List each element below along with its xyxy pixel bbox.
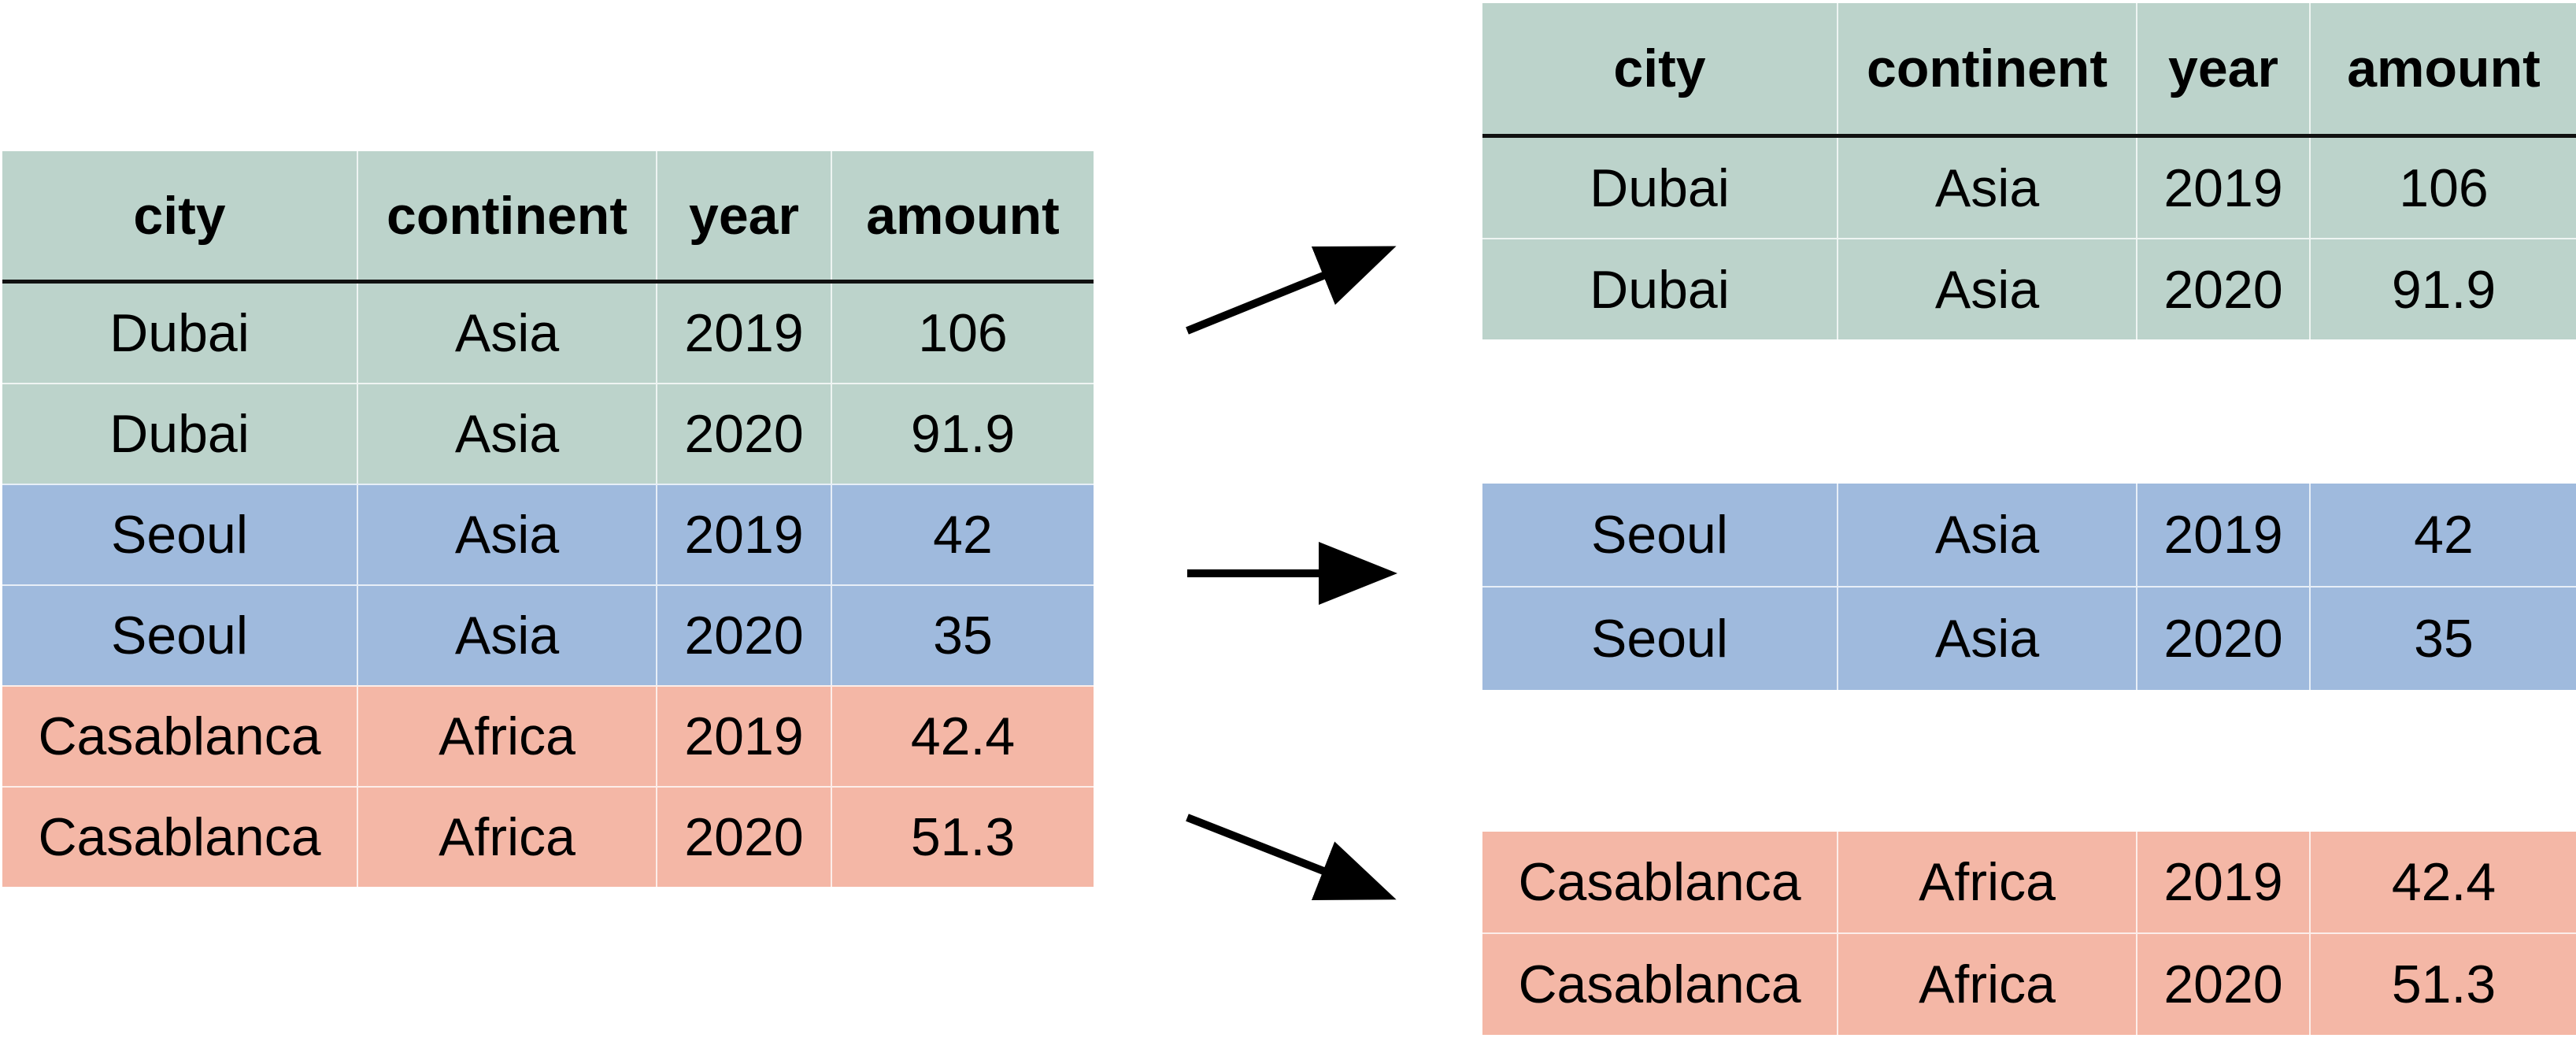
split-table-seoul: Seoul Asia 2019 42 Seoul Asia 2020 35 [1482, 484, 2576, 690]
table-row: Casablanca Africa 2019 42.4 [1482, 832, 2576, 932]
cell-continent: Asia [1838, 484, 2137, 586]
cell-amount: 42 [933, 505, 993, 565]
table-row: Dubai Asia 2019 106 [2, 284, 1094, 383]
cell-amount: 91.9 [910, 404, 1016, 464]
cell-year: 2020 [2137, 239, 2311, 339]
cell-city: Dubai [1482, 239, 1838, 339]
cell-city: Seoul [1482, 484, 1838, 586]
cell-city: Casablanca [1482, 934, 1838, 1035]
table-row: Dubai Asia 2020 91.9 [2, 383, 1094, 484]
cell-amount: 35 [2414, 609, 2474, 669]
arrow-to-dubai-icon [1186, 246, 1397, 335]
cell-year: 2020 [657, 788, 832, 887]
cell-amount: 106 [918, 303, 1008, 363]
cell-continent: Asia [1838, 588, 2137, 690]
cell-year: 2020 [657, 384, 832, 484]
arrow-to-casablanca-icon [1186, 814, 1397, 900]
cell-amount: 51.3 [2391, 955, 2496, 1014]
cell-city: Casablanca [2, 687, 358, 786]
cell-year: 2019 [2137, 484, 2311, 586]
header-amount: amount [2347, 39, 2541, 98]
cell-city: Dubai [2, 284, 358, 383]
header-city: city [1482, 3, 1838, 134]
table-row: Seoul Asia 2019 42 [2, 484, 1094, 584]
cell-amount: 106 [2399, 158, 2489, 218]
cell-year: 2020 [2137, 588, 2311, 690]
cell-amount: 42 [2414, 505, 2474, 565]
cell-continent: Asia [358, 485, 657, 584]
header-city: city [2, 151, 358, 280]
cell-city: Seoul [2, 485, 358, 584]
cell-continent: Asia [1838, 239, 2137, 339]
table-row: Casablanca Africa 2020 51.3 [1482, 932, 2576, 1035]
cell-amount: 42.4 [910, 706, 1016, 766]
cell-continent: Asia [358, 284, 657, 383]
cell-city: Casablanca [2, 788, 358, 887]
header-year: year [657, 151, 832, 280]
cell-continent: Asia [358, 384, 657, 484]
cell-year: 2019 [657, 687, 832, 786]
cell-continent: Africa [1838, 832, 2137, 932]
cell-city: Seoul [2, 586, 358, 685]
cell-city: Casablanca [1482, 832, 1838, 932]
table-row: Casablanca Africa 2019 42.4 [2, 685, 1094, 786]
table-row: Dubai Asia 2019 106 [1482, 138, 2576, 238]
table-row: Casablanca Africa 2020 51.3 [2, 786, 1094, 887]
header-continent: continent [1838, 3, 2137, 134]
cell-continent: Asia [1838, 138, 2137, 238]
cell-continent: Africa [1838, 934, 2137, 1035]
table-row: Dubai Asia 2020 91.9 [1482, 238, 2576, 339]
header-amount: amount [866, 185, 1060, 246]
cell-continent: Africa [358, 788, 657, 887]
table-row: Seoul Asia 2020 35 [2, 584, 1094, 685]
header-continent: continent [358, 151, 657, 280]
cell-amount: 91.9 [2391, 259, 2496, 320]
split-table-header: city continent year amount [1482, 3, 2576, 138]
split-table-dubai: city continent year amount Dubai Asia 20… [1482, 3, 2576, 339]
cell-continent: Asia [358, 586, 657, 685]
header-year: year [2137, 3, 2311, 134]
cell-year: 2019 [2137, 832, 2311, 932]
cell-year: 2020 [2137, 934, 2311, 1035]
cell-city: Dubai [2, 384, 358, 484]
cell-amount: 42.4 [2391, 852, 2496, 912]
table-row: Seoul Asia 2020 35 [1482, 586, 2576, 690]
cell-city: Seoul [1482, 588, 1838, 690]
cell-amount: 51.3 [910, 807, 1016, 867]
cell-city: Dubai [1482, 138, 1838, 238]
cell-year: 2019 [657, 485, 832, 584]
table-row: Seoul Asia 2019 42 [1482, 484, 2576, 586]
source-table-header: city continent year amount [2, 151, 1094, 284]
cell-amount: 35 [933, 606, 993, 665]
split-table-casablanca: Casablanca Africa 2019 42.4 Casablanca A… [1482, 832, 2576, 1035]
source-table: city continent year amount Dubai Asia 20… [2, 151, 1094, 887]
cell-year: 2019 [2137, 138, 2311, 238]
cell-continent: Africa [358, 687, 657, 786]
cell-year: 2019 [657, 284, 832, 383]
cell-year: 2020 [657, 586, 832, 685]
